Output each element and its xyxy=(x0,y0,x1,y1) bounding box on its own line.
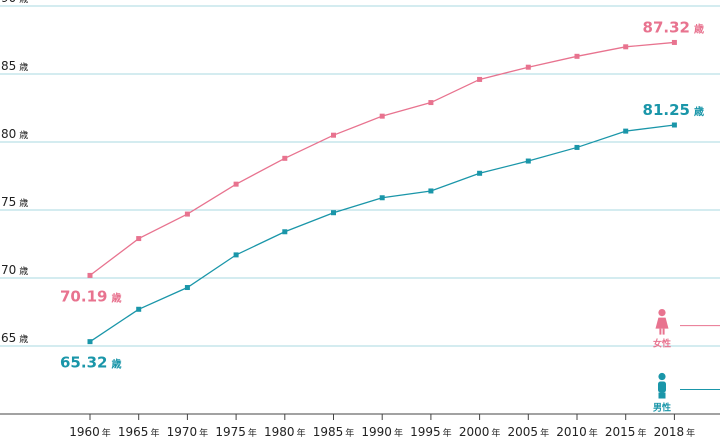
legend-label: 女性 xyxy=(653,338,671,350)
data-point xyxy=(87,339,93,345)
value-label: 87.32 歳 xyxy=(643,18,704,36)
data-point xyxy=(623,128,629,134)
x-tick-label: 1975 年 xyxy=(215,425,257,439)
legend-item: 男性 xyxy=(653,372,720,414)
y-axis: 65歳 70歳 75歳 80歳 85歳 90歳 xyxy=(1,0,28,345)
x-tick-label: 1960 年 xyxy=(69,425,111,439)
y-tick-label: 70 歳 xyxy=(1,263,28,277)
data-point xyxy=(87,272,93,278)
x-tick-label: 1990 年 xyxy=(361,425,403,439)
data-point xyxy=(525,64,531,70)
data-point xyxy=(671,122,677,128)
x-tick-label: 2010 年 xyxy=(556,425,598,439)
data-point xyxy=(428,100,434,106)
data-point xyxy=(574,53,580,59)
y-tick-label: 85 歳 xyxy=(1,59,28,73)
y-tick-label: 80 歳 xyxy=(1,127,28,141)
data-point xyxy=(525,158,531,164)
legend-label: 男性 xyxy=(653,402,671,414)
data-point xyxy=(477,170,483,176)
data-point xyxy=(331,132,336,138)
x-tick-label: 1965 年 xyxy=(118,425,160,439)
data-point xyxy=(233,252,239,258)
x-tick-label: 2015 年 xyxy=(605,425,647,439)
series-line xyxy=(89,124,675,343)
icon-dress xyxy=(655,317,669,329)
data-point xyxy=(184,211,190,217)
icon-legs xyxy=(658,392,666,399)
data-point xyxy=(184,285,190,291)
data-point xyxy=(282,229,288,235)
data-point xyxy=(428,188,434,194)
x-tick-label: 2005 年 xyxy=(508,425,550,439)
x-tick-label: 1985 年 xyxy=(313,425,355,439)
female-icon xyxy=(655,309,669,335)
data-point xyxy=(136,236,142,242)
icon-leg xyxy=(662,328,665,335)
x-tick-label: 2018 年 xyxy=(654,425,696,439)
data-point xyxy=(671,39,677,45)
x-axis: 1960 年 1965 年 1970 年 1975 年 1980 年 1985 年 1990 年 1995 年… xyxy=(0,413,720,439)
y-tick-label: 90歳 xyxy=(1,0,28,5)
male-icon xyxy=(658,372,666,399)
icon-leg xyxy=(659,328,662,335)
series-layer xyxy=(87,39,677,345)
data-point xyxy=(282,155,288,161)
data-point xyxy=(623,44,629,50)
y-tick-label: 65 歳 xyxy=(1,331,28,345)
data-point xyxy=(233,181,239,187)
icon-torso xyxy=(658,381,666,393)
series-line xyxy=(89,41,675,276)
data-point xyxy=(477,76,483,82)
data-labels: 70.19 歳 87.32 歳 65.32 歳 81.25 歳 xyxy=(60,18,704,371)
value-label: 70.19 歳 xyxy=(60,287,121,305)
data-point xyxy=(136,306,142,312)
data-point xyxy=(574,144,580,150)
icon-head xyxy=(658,309,666,317)
x-tick-label: 1980 年 xyxy=(264,425,306,439)
data-point xyxy=(379,113,385,119)
data-point xyxy=(331,210,336,216)
value-label: 81.25 歳 xyxy=(643,101,704,119)
grid-layer xyxy=(0,5,720,347)
x-tick-label: 2000 年 xyxy=(459,425,501,439)
y-tick-label: 75 歳 xyxy=(1,195,28,209)
x-tick-label: 1995 年 xyxy=(410,425,452,439)
data-point xyxy=(379,195,385,201)
value-label: 65.32 歳 xyxy=(60,354,121,372)
icon-head xyxy=(658,372,666,381)
x-tick-label: 1970 年 xyxy=(167,425,209,439)
legend-item: 女性 xyxy=(653,309,720,350)
